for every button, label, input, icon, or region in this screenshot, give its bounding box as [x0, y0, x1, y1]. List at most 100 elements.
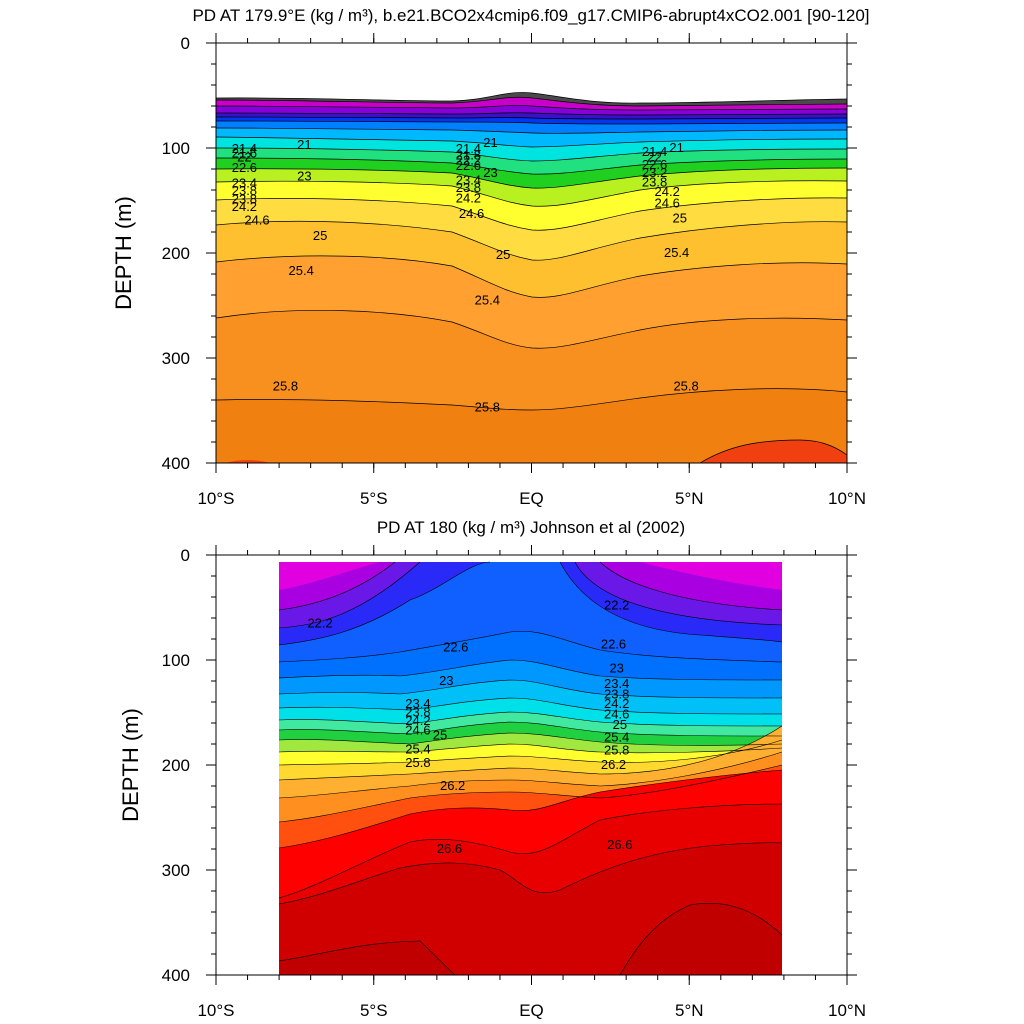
contour-label: 21.8 [456, 147, 481, 162]
contour-line [216, 127, 847, 134]
contour-label: 23 [483, 165, 497, 180]
contour-label: 23.4 [604, 676, 629, 691]
contour-label: 25 [613, 717, 627, 732]
contour-lines [216, 92, 847, 463]
contour-label: 25.4 [604, 730, 629, 745]
contour-label: 22.6 [642, 157, 667, 172]
contour-line [216, 136, 847, 148]
contour-label: 25.4 [664, 245, 689, 260]
contour-line [278, 940, 456, 975]
x-tick-label: 5°N [675, 1001, 704, 1020]
contour-line [278, 743, 783, 754]
y-tick-label: 100 [162, 139, 190, 158]
contour-line [216, 388, 847, 411]
contour-line [216, 167, 847, 189]
contour-line [278, 697, 783, 715]
contour-line [216, 112, 847, 116]
contour-label: 25 [673, 210, 687, 225]
contour-band [225, 460, 270, 463]
x-tick-label: EQ [519, 1001, 544, 1020]
contour-label: 23.2 [642, 165, 667, 180]
contour-label: 23.8 [232, 191, 257, 206]
contour-line [216, 180, 847, 207]
contour-label: 25.8 [273, 378, 298, 393]
contour-label: 23.8 [232, 183, 257, 198]
contour-label: 22.2 [307, 615, 332, 630]
contour-label: 22.6 [443, 639, 468, 654]
y-tick-label: 300 [162, 861, 190, 880]
y-tick-label: 300 [162, 349, 190, 368]
contour-label: 25.8 [673, 378, 698, 393]
contour-band [700, 440, 847, 463]
x-tick-label: 5°N [675, 489, 704, 508]
contour-label: 23.8 [405, 705, 430, 720]
contour-line [216, 105, 847, 111]
contour-label: 23.4 [232, 176, 257, 191]
contour-lines [278, 561, 783, 975]
contour-label: 25.4 [289, 263, 314, 278]
contour-label: 26.6 [437, 841, 462, 856]
y-tick-label: 200 [162, 756, 190, 775]
contour-line [278, 659, 783, 681]
contour-band [620, 903, 782, 975]
contour-label: 24.2 [604, 696, 629, 711]
x-tick-label: 5°S [360, 489, 388, 508]
contour-line [216, 147, 847, 162]
contour-label: 23 [609, 660, 623, 675]
contour-label: 22.6 [601, 636, 626, 651]
contour-label: 23.8 [456, 180, 481, 195]
contour-line [216, 116, 847, 120]
contour-line [216, 120, 847, 125]
contour-label: 24.2 [456, 190, 481, 205]
contour-line [278, 711, 783, 727]
contour-label: 24.6 [405, 722, 430, 737]
y-tick-label: 200 [162, 244, 190, 263]
contour-label: 21 [483, 135, 497, 150]
contour-line [278, 630, 783, 663]
contour-line [278, 764, 783, 823]
contour-label: 23 [439, 673, 453, 688]
contour-label: 25.8 [405, 755, 430, 770]
contour-label: 21 [669, 140, 683, 155]
x-tick-label: 10°S [197, 489, 234, 508]
panel-title: PD AT 179.9°E (kg / m³), b.e21.BCO2x4cmi… [192, 6, 869, 25]
contour-label: 26.2 [440, 778, 465, 793]
x-tick-label: 10°S [197, 1001, 234, 1020]
contour-label: 23.8 [642, 175, 667, 190]
contour-label: 24.6 [459, 206, 484, 221]
panel-title: PD AT 180 (kg / m³) Johnson et al (2002) [377, 518, 685, 537]
contour-line [278, 725, 783, 781]
contour-label: 21.4 [642, 144, 667, 159]
contour-line [278, 561, 783, 629]
contour-label: 24.6 [244, 212, 269, 227]
contour-line [216, 157, 847, 175]
y-tick-label: 400 [162, 454, 190, 473]
contour-line [278, 769, 783, 849]
contour-label: 22.6 [456, 158, 481, 173]
contour-line [278, 679, 783, 699]
contour-label: 24.6 [604, 707, 629, 722]
contour-label: 25.8 [604, 742, 629, 757]
contour-line [278, 751, 783, 799]
x-tick-label: 10°N [828, 489, 866, 508]
panel-observations: PD AT 180 (kg / m³) Johnson et al (2002) [118, 518, 866, 1020]
x-tick-label: 10°N [828, 1001, 866, 1020]
contour-labels: 2121.421.62222.62323.423.823.824.224.625… [232, 135, 699, 415]
contour-line [278, 842, 783, 905]
contour-line [216, 197, 847, 231]
contour-line [216, 220, 847, 261]
contour-label: 24.6 [655, 196, 680, 211]
contour-label: 23.8 [604, 687, 629, 702]
axis-ticks: 10°S 5°S EQ 5°N 10°N 0 100 200 300 400 [162, 33, 866, 508]
contour-label: 22 [647, 149, 661, 164]
contour-line [278, 721, 783, 737]
contour-line [619, 903, 783, 975]
contour-label: 24.2 [232, 199, 257, 214]
contour-label: 25 [313, 228, 327, 243]
contour-label: 26.6 [607, 837, 632, 852]
contour-line [216, 92, 847, 104]
contour-label: 21.4 [232, 141, 257, 156]
contour-band [216, 388, 847, 463]
